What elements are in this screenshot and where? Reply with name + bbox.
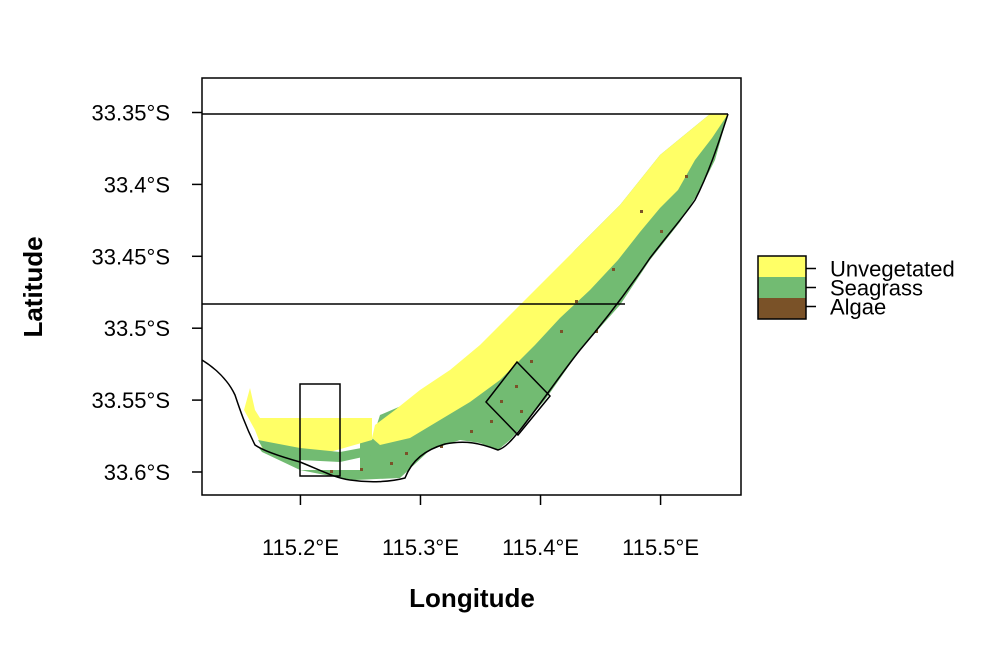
x-axis-title: Longitude [409, 583, 535, 613]
y-axis: 33.35°S 33.4°S 33.45°S 33.5°S 33.55°S 33.6°S [91, 101, 202, 485]
legend-label: Algae [830, 295, 886, 320]
coastline [202, 113, 729, 483]
y-tick-label: 33.6°S [104, 460, 170, 485]
seagrass-bay-strip [258, 440, 372, 462]
legend-swatch [758, 298, 806, 319]
legend-label: Unvegetated [830, 257, 955, 282]
x-tick-label: 115.2°E [262, 535, 339, 560]
legend-label: Seagrass [830, 276, 923, 301]
plot-frame [201, 77, 742, 496]
x-tick-label: 115.4°E [502, 535, 579, 560]
y-tick-label: 33.4°S [104, 172, 170, 197]
map-layers [202, 113, 729, 483]
y-tick-label: 33.35°S [91, 101, 170, 126]
y-axis-title: Latitude [18, 236, 48, 337]
algae-dots [330, 175, 688, 473]
unvegetated-region [372, 114, 728, 445]
study-site-west-box [299, 383, 341, 477]
study-site-east-box [485, 360, 552, 437]
y-tick-label: 33.5°S [104, 316, 170, 341]
x-tick-label: 115.3°E [382, 535, 459, 560]
y-tick-label: 33.45°S [91, 244, 170, 269]
legend-swatch [758, 256, 806, 277]
legend-swatch [758, 277, 806, 298]
x-axis: 115.2°E 115.3°E 115.4°E 115.5°E [262, 495, 699, 560]
y-tick-label: 33.55°S [91, 388, 170, 413]
x-tick-label: 115.5°E [622, 535, 699, 560]
legend-frame [757, 255, 807, 320]
